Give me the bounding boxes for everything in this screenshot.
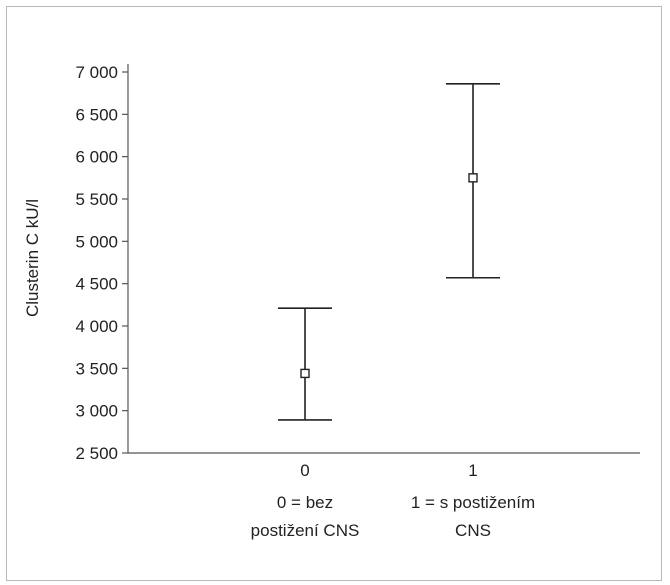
- y-axis-title: Clusterin C kU/l: [23, 199, 42, 317]
- y-tick-label: 4 500: [75, 275, 118, 294]
- x-category-label-line1: 0 = bez: [277, 493, 333, 512]
- x-category-label-line1: 1 = s postižením: [411, 493, 535, 512]
- y-tick-label: 2 500: [75, 444, 118, 463]
- y-tick-label: 5 000: [75, 232, 118, 251]
- y-tick-label: 3 000: [75, 402, 118, 421]
- x-category-label-line2: postižení CNS: [251, 521, 360, 540]
- mean-marker: [300, 368, 310, 379]
- y-tick-label: 6 000: [75, 148, 118, 167]
- x-category-code: 1: [468, 461, 477, 480]
- axes: [127, 64, 640, 454]
- y-tick-label: 3 500: [75, 359, 118, 378]
- y-ticks: 2 500 3 000 3 500 4 000 4 500 5 000 5 500 6 000…: [75, 63, 128, 463]
- chart-frame: [6, 6, 662, 581]
- y-tick-label: 7 000: [75, 63, 118, 82]
- x-categories: 0 0 = bez postižení CNS 1 1 = s postižením CN…: [251, 461, 535, 540]
- error-bars: [278, 83, 500, 421]
- y-tick-label: 6 500: [75, 105, 118, 124]
- x-category-code: 0: [300, 461, 309, 480]
- mean-marker: [468, 173, 478, 183]
- y-tick-label: 4 000: [75, 317, 118, 336]
- x-category-label-line2: CNS: [455, 521, 491, 540]
- y-tick-label: 5 500: [75, 190, 118, 209]
